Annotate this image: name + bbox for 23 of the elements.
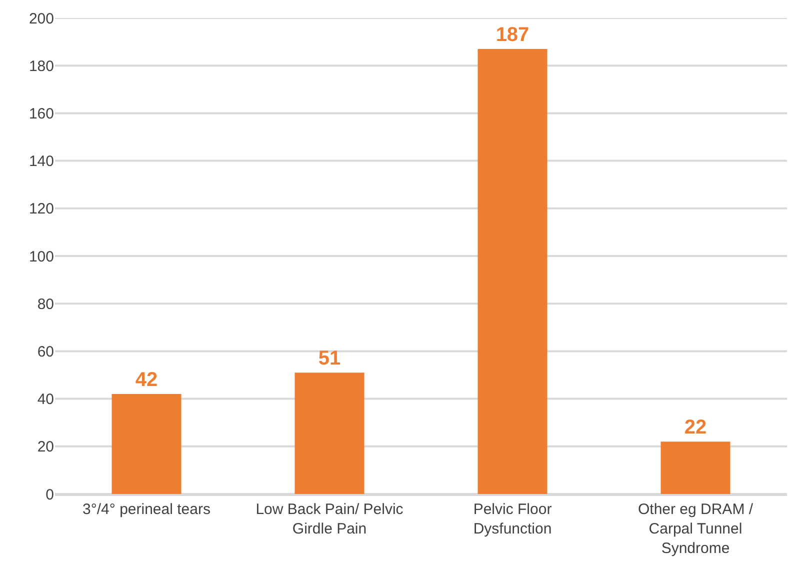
- y-tick-label: 140: [28, 153, 54, 170]
- y-tick-label: 40: [37, 391, 54, 408]
- y-tick-label: 60: [37, 343, 54, 360]
- y-tick-label: 180: [28, 58, 54, 75]
- data-label: 187: [496, 24, 530, 46]
- bar: [294, 372, 364, 494]
- data-label: 42: [135, 369, 158, 392]
- bar: [660, 442, 730, 494]
- x-tick-label: 3°/4° perineal tears: [82, 501, 210, 518]
- y-tick-label: 0: [46, 486, 54, 504]
- data-label: 22: [684, 416, 707, 439]
- y-tick-label: 200: [28, 10, 54, 28]
- bar: [478, 48, 548, 494]
- data-label: 51: [318, 348, 341, 370]
- x-tick-label: Low Back Pain/ Pelvic Girdle Pain: [256, 501, 404, 538]
- y-tick-label: 120: [28, 200, 54, 218]
- x-tick-label: Pelvic Floor Dysfunction: [473, 501, 552, 538]
- y-tick-label: 20: [37, 438, 54, 456]
- x-tick-label: Other eg DRAM / Carpal Tunnel Syndrome: [638, 501, 754, 557]
- y-tick-label: 100: [28, 248, 54, 266]
- y-tick-label: 80: [37, 296, 54, 313]
- bar: [112, 394, 182, 494]
- y-tick-label: 160: [28, 105, 54, 122]
